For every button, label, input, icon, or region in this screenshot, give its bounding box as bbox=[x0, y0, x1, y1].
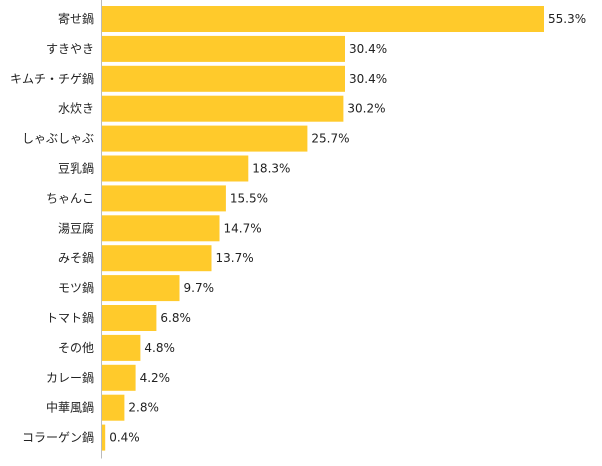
value-label-10: 6.8% bbox=[160, 311, 191, 325]
bar-3 bbox=[102, 95, 344, 122]
category-label-12: カレー鍋 bbox=[46, 370, 94, 385]
category-label-5: 豆乳鍋 bbox=[58, 161, 94, 176]
category-label-9: モツ鍋 bbox=[58, 280, 94, 295]
category-label-8: みそ鍋 bbox=[58, 250, 94, 265]
bar-2 bbox=[102, 65, 345, 92]
labels-layer: 寄せ鍋 55.3% すきやき 30.4% キムチ・チゲ鍋 30.4% 水炊き 30.2% しゃぶ… bbox=[10, 11, 586, 445]
category-label-11: その他 bbox=[58, 341, 94, 355]
bar-14 bbox=[102, 424, 106, 451]
bar-7 bbox=[102, 215, 220, 242]
category-label-3: 水炊き bbox=[58, 102, 94, 116]
bar-1 bbox=[102, 35, 345, 62]
category-label-6: ちゃんこ bbox=[46, 191, 94, 205]
category-label-10: トマト鍋 bbox=[46, 310, 94, 325]
category-label-1: すきやき bbox=[46, 42, 94, 56]
value-label-2: 30.4% bbox=[349, 72, 387, 86]
bar-9 bbox=[102, 275, 180, 302]
category-label-4: しゃぶしゃぶ bbox=[22, 132, 94, 146]
value-label-8: 13.7% bbox=[216, 251, 254, 265]
bar-0 bbox=[102, 6, 544, 32]
category-label-2: キムチ・チゲ鍋 bbox=[10, 71, 94, 86]
value-label-13: 2.8% bbox=[128, 401, 159, 415]
category-label-13: 中華風鍋 bbox=[46, 400, 94, 415]
bar-5 bbox=[102, 155, 249, 182]
value-label-4: 25.7% bbox=[311, 132, 349, 146]
value-label-14: 0.4% bbox=[109, 431, 140, 445]
category-label-14: コラーゲン鍋 bbox=[22, 430, 94, 445]
bar-4 bbox=[102, 125, 308, 152]
bar-13 bbox=[102, 394, 125, 421]
category-label-0: 寄せ鍋 bbox=[58, 11, 94, 26]
value-label-3: 30.2% bbox=[347, 102, 385, 116]
bar-6 bbox=[102, 185, 226, 212]
value-label-11: 4.8% bbox=[144, 341, 175, 355]
value-label-12: 4.2% bbox=[140, 371, 171, 385]
value-label-0: 55.3% bbox=[548, 12, 586, 26]
bar-11 bbox=[102, 334, 141, 361]
bars-layer bbox=[102, 6, 544, 451]
bar-12 bbox=[102, 364, 136, 391]
value-label-6: 15.5% bbox=[230, 191, 268, 205]
bar-8 bbox=[102, 245, 212, 272]
value-label-1: 30.4% bbox=[349, 42, 387, 56]
category-label-7: 湯豆腐 bbox=[58, 220, 94, 235]
value-label-7: 14.7% bbox=[224, 221, 262, 235]
value-label-9: 9.7% bbox=[184, 281, 215, 295]
bar-10 bbox=[102, 305, 157, 331]
value-label-5: 18.3% bbox=[252, 162, 290, 176]
